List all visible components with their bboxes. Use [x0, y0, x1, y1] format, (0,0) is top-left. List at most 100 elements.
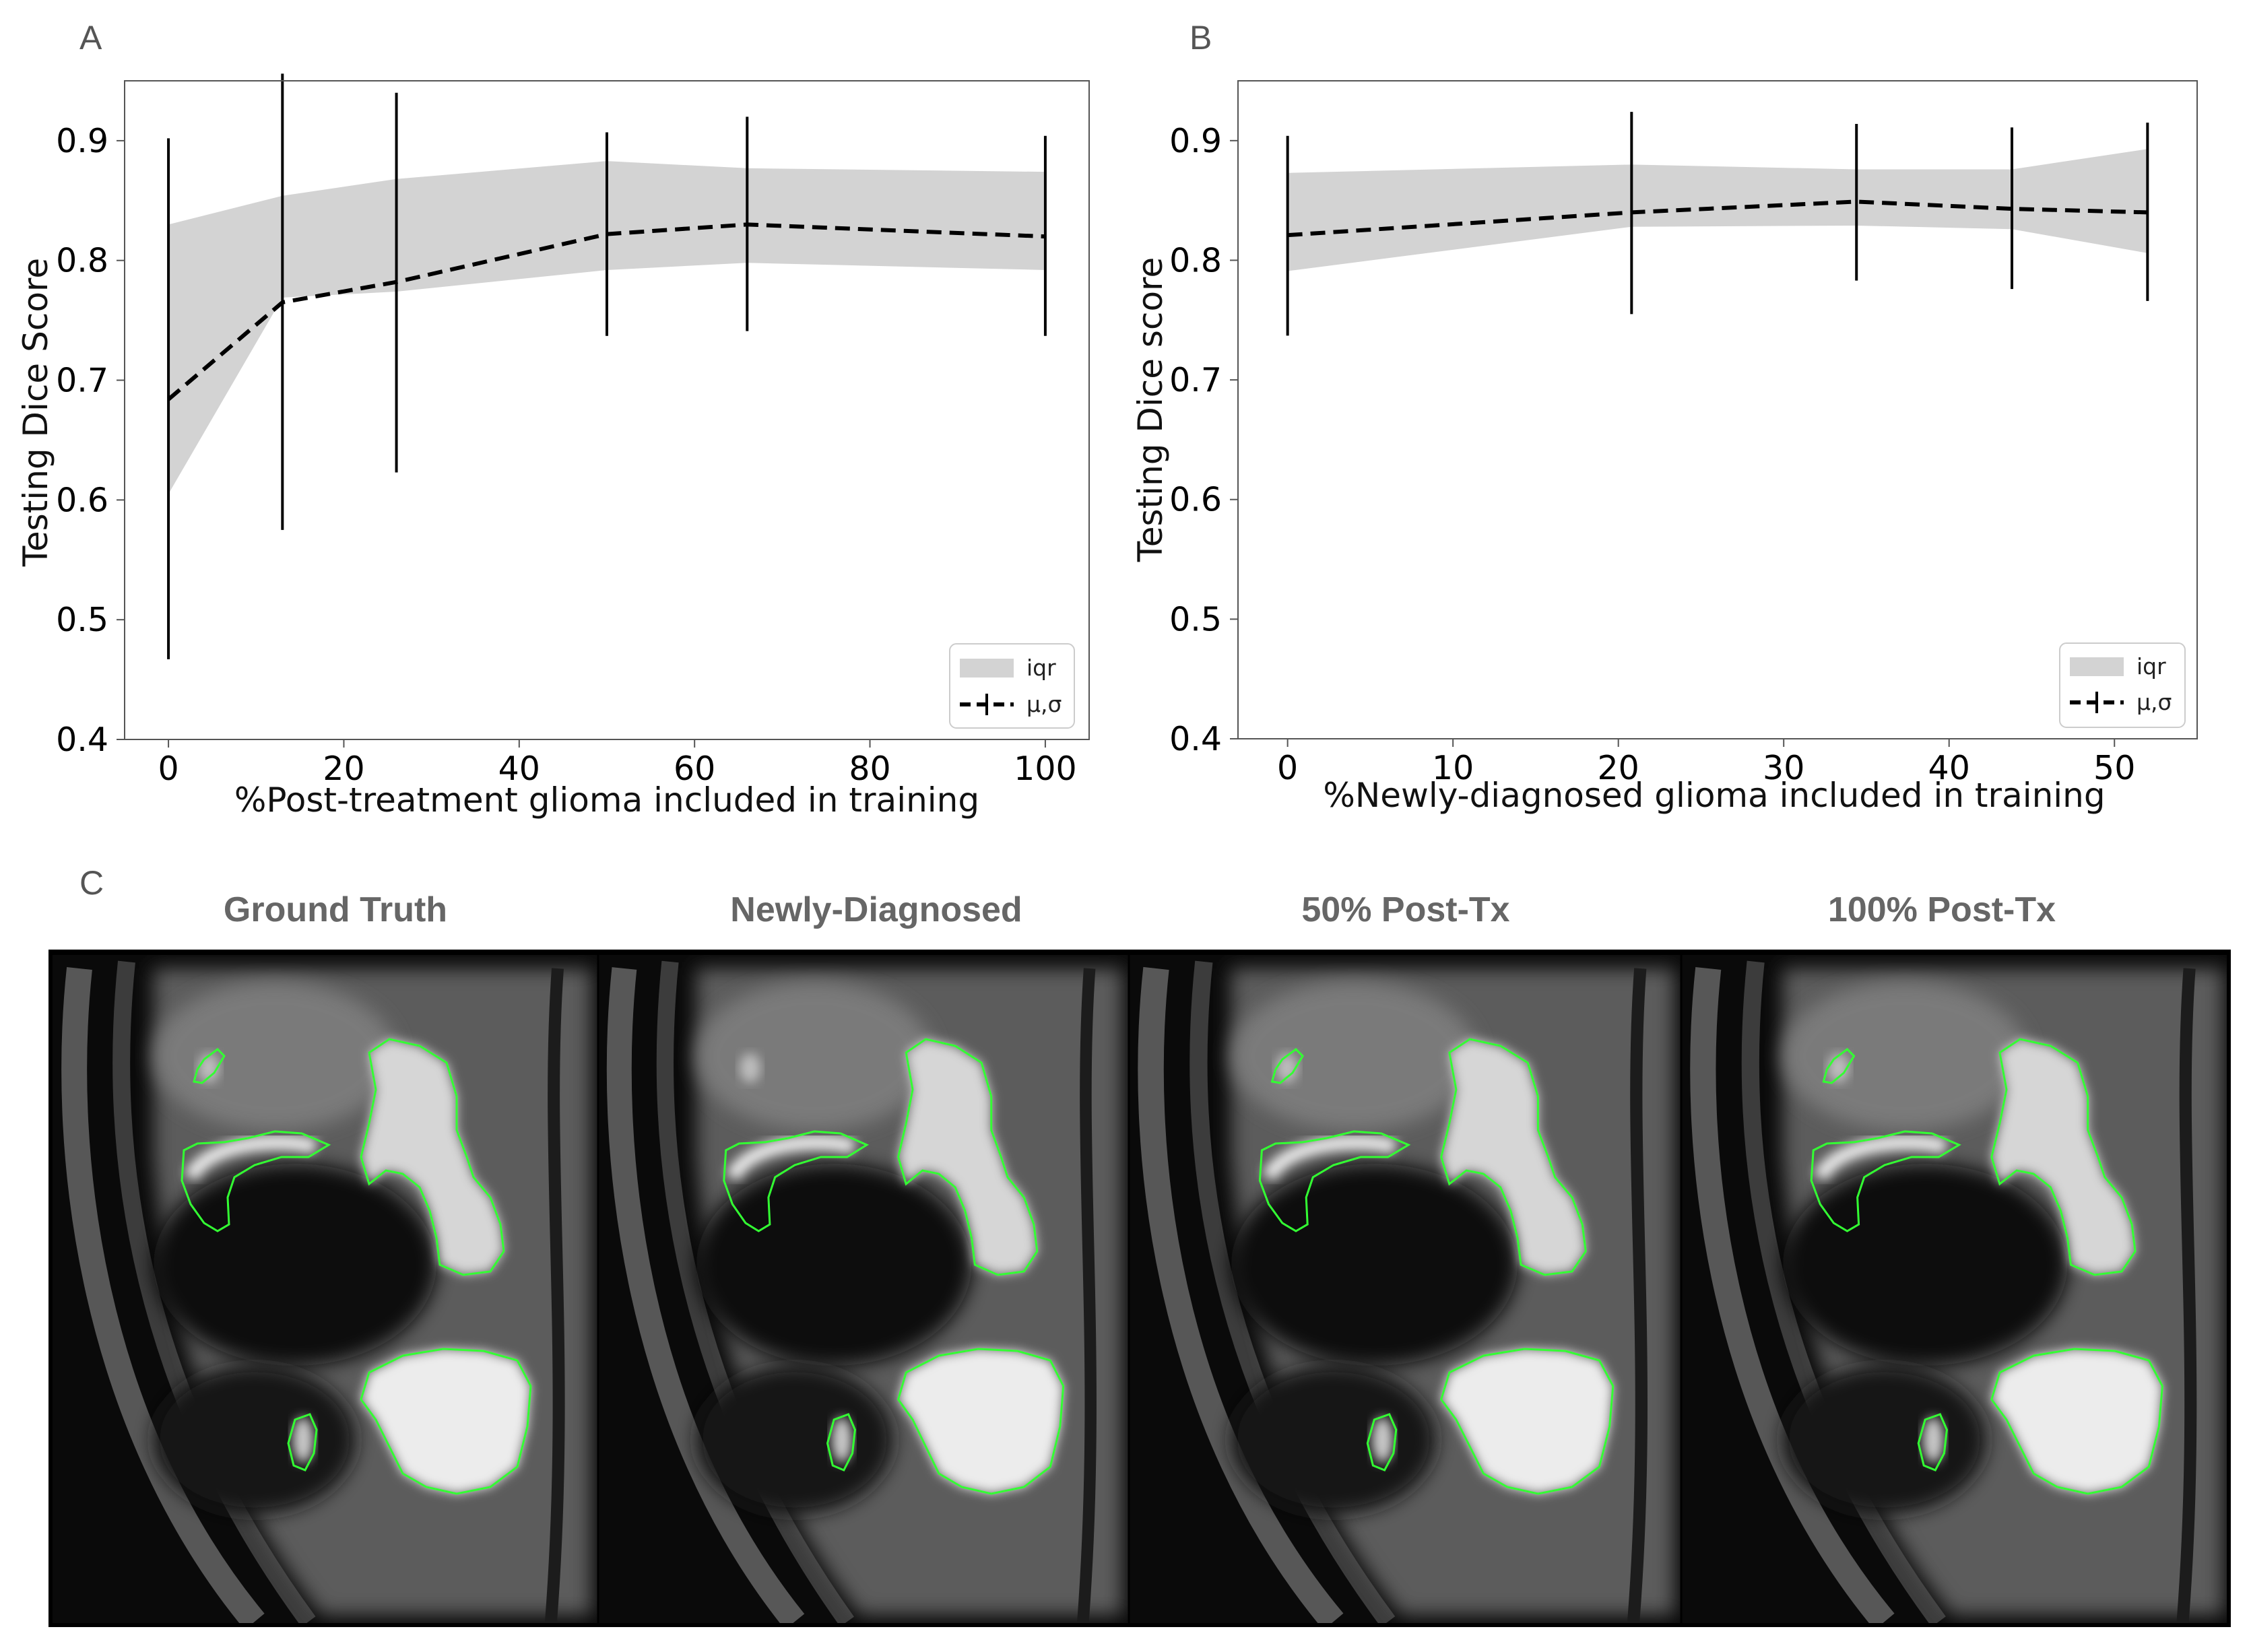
mri-100-post-tx	[1681, 955, 2230, 1624]
mri-segmentation-contour	[826, 1413, 856, 1472]
chart-b-xtick-label: 30	[1763, 749, 1804, 787]
mri-skull-band	[1189, 960, 1396, 1624]
chart-b-legend-mean-label: μ,σ	[2137, 689, 2172, 715]
chart-a-xtick-label: 0	[158, 750, 178, 788]
mri-bright-curl	[184, 1135, 317, 1181]
chart-a-legend: iqr μ,σ	[949, 643, 1075, 729]
mri-scalp-band	[1138, 966, 1344, 1624]
mri-segmentation-contour	[1990, 1348, 2163, 1495]
mri-segmentation-contour	[1366, 1413, 1398, 1472]
mri-bright-lower-mass	[361, 1349, 531, 1494]
mri-upper-tissue	[154, 982, 396, 1130]
mri-bright-column	[898, 1039, 1037, 1275]
mri-segmentation-contour	[1270, 1048, 1304, 1084]
mri-dark-cavity	[1231, 1164, 1518, 1366]
chart-a-xtick-label: 80	[849, 750, 890, 788]
mri-upper-tissue	[1782, 982, 2027, 1130]
mri-segmentation-contour	[1810, 1130, 1961, 1232]
mri-scalp-band	[61, 966, 265, 1624]
mri-scalp-band	[1690, 966, 1895, 1624]
mri-upper-tissue	[696, 982, 933, 1130]
mri-tiles	[48, 950, 2231, 1627]
mri-title-ground-truth: Ground Truth	[224, 890, 447, 929]
mri-segmentation-contour	[360, 1038, 505, 1276]
chart-a-plot-area: 0 20 40 60 80 100 0.4 0.5 0.6 0.7 0.8 0.9	[56, 73, 1090, 788]
mri-segmentation-contour	[1440, 1348, 1615, 1495]
mri-segmentation-contour	[723, 1130, 870, 1232]
chart-a-legend-iqr-label: iqr	[1026, 655, 1056, 681]
chart-b-plot-area: 0 10 20 30 40 50 0.4 0.5 0.6 0.7 0.8 0.9	[1169, 80, 2198, 787]
mri-bright-lower-mass	[1441, 1349, 1613, 1494]
mri-dark-cavity-lower	[1231, 1366, 1436, 1514]
mri-bright-curl	[725, 1135, 856, 1181]
mri-sulcus	[545, 968, 565, 1622]
mri-50-post-tx	[1129, 955, 1681, 1624]
chart-b-ytick-label: 0.5	[1169, 600, 1222, 638]
chart-a-iqr-band	[168, 161, 1045, 494]
chart-a-frame	[124, 80, 1090, 740]
mri-bright-column	[1991, 1039, 2136, 1275]
chart-b-ytick-label: 0.4	[1169, 720, 1222, 758]
mri-bright-curl	[1813, 1135, 1948, 1181]
chart-b-xlabel: %Newly-diagnosed glioma included in trai…	[1323, 776, 2105, 815]
mri-dark-cavity-lower	[154, 1366, 356, 1514]
chart-a-ytick-label: 0.8	[56, 242, 108, 280]
mri-strip-frame	[48, 950, 2231, 1627]
mri-title-50-post-tx: 50% Post-Tx	[1301, 890, 1509, 929]
mri-segmentation-contour	[1440, 1038, 1587, 1276]
chart-a-ytick-label: 0.9	[56, 122, 108, 160]
mri-bright-low-small	[831, 1417, 853, 1463]
chart-a-ytick-label: 0.7	[56, 362, 108, 400]
mri-title-100-post-tx: 100% Post-Tx	[1828, 890, 2056, 929]
mri-newly-diagnosed	[598, 955, 1129, 1624]
chart-a-legend-iqr-swatch	[960, 659, 1014, 678]
mri-segmentation-contour	[1990, 1038, 2137, 1276]
mri-segmentation-contour	[1258, 1130, 1411, 1232]
mri-bright-low-small	[292, 1417, 314, 1463]
mri-sulcus	[1077, 968, 1097, 1622]
mri-sulcus	[2176, 968, 2197, 1622]
chart-a-ytick-label: 0.6	[56, 481, 108, 519]
mri-segmentation-contour	[1917, 1413, 1948, 1472]
mri-upper-tissue	[1231, 982, 1477, 1130]
mri-strip	[48, 950, 2231, 1627]
chart-b: 0 10 20 30 40 50 0.4 0.5 0.6 0.7 0.8 0.9 %Newly-dia…	[1131, 80, 2198, 815]
chart-b-mean-line	[1287, 199, 2148, 238]
mri-bright-lower-mass	[1991, 1349, 2163, 1494]
mri-segmentation-contour	[897, 1348, 1065, 1495]
chart-b-ytick-label: 0.7	[1169, 361, 1222, 399]
chart-a-xtick-label: 60	[674, 750, 715, 788]
chart-a-xlabel: %Post-treatment glioma included in train…	[234, 781, 979, 820]
mri-sulcus	[1627, 968, 1648, 1622]
panel-a-letter: A	[79, 19, 102, 57]
chart-b-ytick-label: 0.6	[1169, 481, 1222, 519]
mri-ground-truth	[53, 955, 598, 1624]
mri-bright-small	[740, 1053, 761, 1083]
mri-segmentation-contour	[181, 1130, 331, 1232]
chart-b-xtick-label: 0	[1277, 749, 1298, 787]
chart-a: 0 20 40 60 80 100 0.4 0.5 0.6 0.7 0.8 0.9 %Post-tre…	[16, 73, 1090, 820]
mri-dark-cavity-lower	[1782, 1366, 1986, 1514]
mri-segmentation-contour	[1822, 1048, 1856, 1084]
chart-a-xtick-label: 100	[1014, 750, 1077, 788]
chart-a-mean-line	[167, 222, 1046, 401]
mri-dark-cavity	[696, 1164, 972, 1366]
mri-bright-lower-mass	[898, 1349, 1064, 1494]
mri-dark-cavity	[154, 1164, 436, 1366]
chart-a-xtick-label: 20	[323, 750, 364, 788]
mri-skull-band	[656, 960, 854, 1624]
chart-b-frame	[1237, 80, 2198, 739]
chart-a-xtick-label: 40	[498, 750, 540, 788]
chart-a-legend-mean-label: μ,σ	[1026, 691, 1062, 717]
chart-b-ytick-label: 0.9	[1169, 122, 1222, 160]
mri-segmentation-contour	[193, 1048, 226, 1084]
chart-b-ytick-label: 0.8	[1169, 241, 1222, 279]
chart-a-ylabel: Testing Dice Score	[16, 258, 55, 567]
chart-b-iqr-band	[1287, 149, 2148, 271]
chart-b-ylabel: Testing Dice score	[1131, 257, 1170, 563]
mri-segmentation-contour	[360, 1348, 532, 1495]
chart-b-xtick-label: 20	[1598, 749, 1639, 787]
panel-c-letter: C	[79, 864, 104, 902]
mri-segmentation-contour	[287, 1413, 318, 1472]
